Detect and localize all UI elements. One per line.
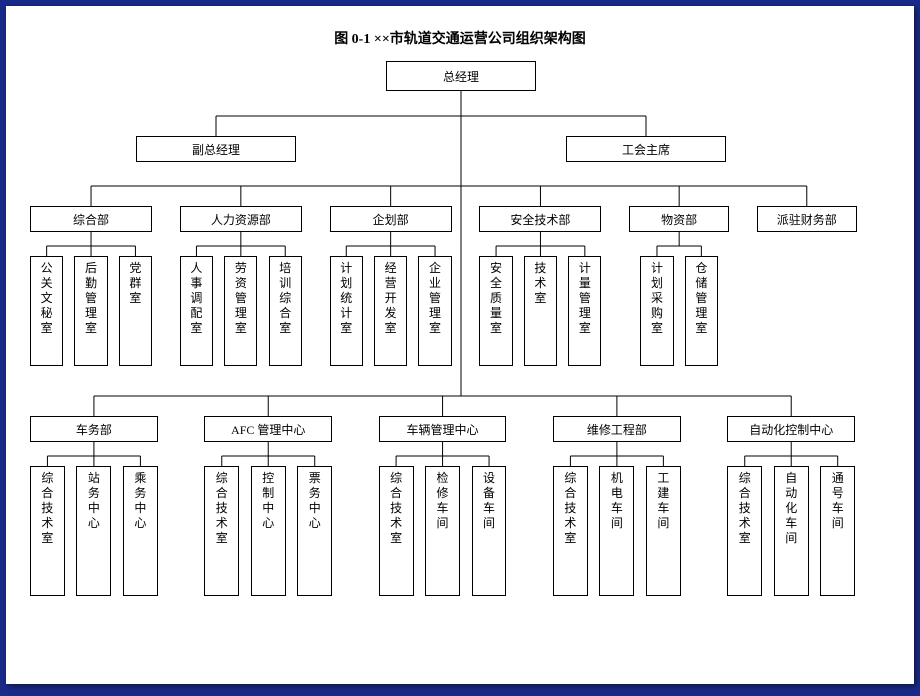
node-leaf: 综合技术室 xyxy=(204,466,239,596)
node-leaf: 公关文秘室 xyxy=(30,256,63,366)
node-leaf: 通号车间 xyxy=(820,466,855,596)
node-dept: 综合部 xyxy=(30,206,152,232)
node-dept: 维修工程部 xyxy=(553,416,681,442)
node-leaf: 综合技术室 xyxy=(727,466,762,596)
node-leaf: 综合技术室 xyxy=(379,466,414,596)
node-leaf: 综合技术室 xyxy=(30,466,65,596)
node-dept: AFC 管理中心 xyxy=(204,416,332,442)
node-leaf: 企业管理室 xyxy=(418,256,451,366)
node-leaf: 票务中心 xyxy=(297,466,332,596)
node-dept: 自动化控制中心 xyxy=(727,416,855,442)
node-leaf: 计划采购室 xyxy=(640,256,673,366)
node-dept: 派驻财务部 xyxy=(757,206,857,232)
node-union: 工会主席 xyxy=(566,136,726,162)
node-leaf: 检修车间 xyxy=(425,466,460,596)
node-leaf: 后勤管理室 xyxy=(74,256,107,366)
node-root: 总经理 xyxy=(386,61,536,91)
node-leaf: 工建车间 xyxy=(646,466,681,596)
node-dept: 车辆管理中心 xyxy=(379,416,507,442)
node-leaf: 自动化车间 xyxy=(774,466,809,596)
node-leaf: 经营开发室 xyxy=(374,256,407,366)
node-leaf: 计量管理室 xyxy=(568,256,601,366)
node-leaf: 站务中心 xyxy=(76,466,111,596)
node-leaf: 综合技术室 xyxy=(553,466,588,596)
node-leaf: 计划统计室 xyxy=(330,256,363,366)
node-leaf: 人事调配室 xyxy=(180,256,213,366)
node-dept: 企划部 xyxy=(330,206,452,232)
diagram-canvas: 图 0-1 ××市轨道交通运营公司组织架构图 总经理副总经理 工会主席综合部公关文… xyxy=(6,6,914,684)
node-leaf: 劳资管理室 xyxy=(224,256,257,366)
node-dept: 安全技术部 xyxy=(479,206,601,232)
node-leaf: 党群室 xyxy=(119,256,152,366)
node-leaf: 乘务中心 xyxy=(123,466,158,596)
node-leaf: 仓储管理室 xyxy=(685,256,718,366)
node-leaf: 培训综合室 xyxy=(269,256,302,366)
node-dept: 物资部 xyxy=(629,206,729,232)
node-dept: 车务部 xyxy=(30,416,158,442)
node-leaf: 控制中心 xyxy=(251,466,286,596)
chart-title: 图 0-1 ××市轨道交通运营公司组织架构图 xyxy=(6,28,914,48)
node-deputy: 副总经理 xyxy=(136,136,296,162)
node-leaf: 设备车间 xyxy=(472,466,507,596)
node-leaf: 安全质量室 xyxy=(479,256,512,366)
node-dept: 人力资源部 xyxy=(180,206,302,232)
node-leaf: 技术室 xyxy=(524,256,557,366)
node-leaf: 机电车间 xyxy=(599,466,634,596)
